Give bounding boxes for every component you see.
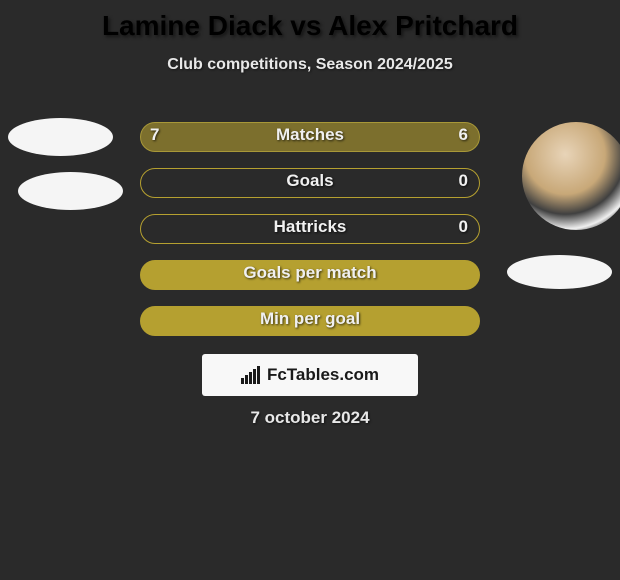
title-player1: Lamine Diack bbox=[102, 10, 283, 41]
bar-label: Min per goal bbox=[140, 309, 480, 329]
comparison-widget: Lamine Diack vs Alex Pritchard Club comp… bbox=[0, 0, 620, 580]
stats-bars: Matches76Goals0Hattricks0Goals per match… bbox=[0, 122, 620, 352]
bar-value-right: 0 bbox=[459, 171, 468, 191]
brand-box[interactable]: FcTables.com bbox=[202, 354, 418, 396]
bar-label: Matches bbox=[140, 125, 480, 145]
stat-row: Min per goal bbox=[0, 306, 620, 352]
stat-row: Goals0 bbox=[0, 168, 620, 214]
stat-row: Hattricks0 bbox=[0, 214, 620, 260]
subtitle: Club competitions, Season 2024/2025 bbox=[0, 56, 620, 74]
date-text: 7 october 2024 bbox=[0, 408, 620, 428]
brand-text: FcTables.com bbox=[267, 365, 379, 385]
bar-label: Goals per match bbox=[140, 263, 480, 283]
stat-row: Goals per match bbox=[0, 260, 620, 306]
bar-value-right: 0 bbox=[459, 217, 468, 237]
bar-label: Hattricks bbox=[140, 217, 480, 237]
stat-row: Matches7 6 bbox=[0, 122, 620, 168]
bar-label: Goals bbox=[140, 171, 480, 191]
title-player2: Alex Pritchard bbox=[328, 10, 518, 41]
title: Lamine Diack vs Alex Pritchard bbox=[0, 0, 620, 42]
bar-value-right: 6 bbox=[459, 125, 468, 145]
title-vs: vs bbox=[290, 10, 321, 41]
chart-bars-icon bbox=[241, 366, 263, 384]
bar-value-left: 7 bbox=[150, 125, 159, 145]
